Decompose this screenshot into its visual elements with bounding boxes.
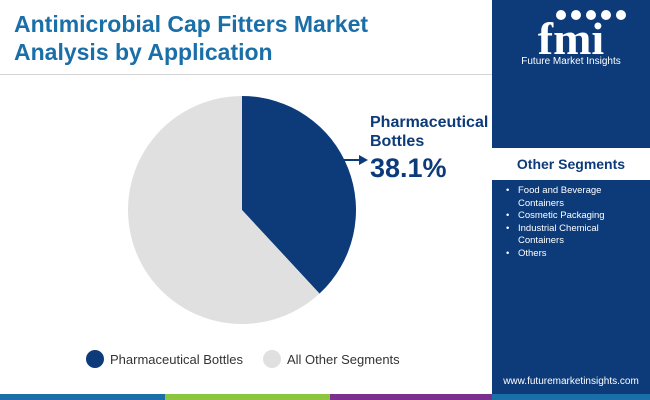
callout-arrow xyxy=(344,155,368,165)
logo-dot-icon xyxy=(556,10,566,20)
legend-swatch-pharmaceutical-bottles xyxy=(86,350,104,368)
list-item: Food and Beverage Containers xyxy=(506,185,642,210)
title-line-1: Antimicrobial Cap Fitters Market xyxy=(14,11,369,37)
legend-item-pharmaceutical-bottles: Pharmaceutical Bottles xyxy=(86,350,243,368)
pie-slice-pharmaceutical-bottles xyxy=(242,96,357,294)
website-link[interactable]: www.futuremarketinsights.com xyxy=(503,376,639,387)
slice-callout: Pharmaceutical Bottles xyxy=(370,113,488,151)
callout-value: 38.1% xyxy=(370,153,447,183)
other-segments-title: Other Segments xyxy=(516,156,626,172)
callout-label-line-2: Bottles xyxy=(370,133,425,150)
footer-bar-segment xyxy=(330,394,492,400)
footer-bar-segment xyxy=(0,394,165,400)
callout-label-line-1: Pharmaceutical xyxy=(370,114,489,131)
footer-color-bar xyxy=(0,394,650,400)
legend-swatch-all-other-segments xyxy=(262,350,281,368)
brand-name: Future Market Insights xyxy=(521,56,621,67)
page-title: Antimicrobial Cap Fitters Market Analysi… xyxy=(14,10,484,66)
list-item: Cosmetic Packaging xyxy=(506,210,642,223)
chart-legend: Pharmaceutical Bottles All Other Segment… xyxy=(86,350,420,368)
title-divider xyxy=(0,74,492,75)
logo-dot-icon xyxy=(586,10,596,20)
legend-label-pharmaceutical-bottles: Pharmaceutical Bottles xyxy=(110,351,243,367)
logo-text: fmi xyxy=(538,13,605,64)
legend-item-all-other-segments: All Other Segments xyxy=(262,350,400,368)
list-item: Industrial Chemical Containers xyxy=(506,223,642,248)
pie-chart xyxy=(128,96,368,324)
pie-slices xyxy=(128,96,357,324)
logo-dot-icon xyxy=(616,10,626,20)
list-item: Others xyxy=(506,248,642,261)
other-segments-list: Food and Beverage Containers Cosmetic Pa… xyxy=(506,185,642,260)
other-segments-header: Other Segments xyxy=(492,148,650,180)
sidebar: fmi Future Market Insights Other Segment… xyxy=(492,0,650,394)
logo-dot-icon xyxy=(571,10,581,20)
footer-bar-segment xyxy=(492,394,650,400)
fmi-logo: fmi xyxy=(538,10,626,64)
legend-label-all-other-segments: All Other Segments xyxy=(286,351,400,367)
footer-bar-segment xyxy=(165,394,330,400)
pie-slice-all-other-segments xyxy=(128,96,320,324)
logo-dot-icon xyxy=(601,10,611,20)
title-line-2: Analysis by Application xyxy=(14,39,273,65)
